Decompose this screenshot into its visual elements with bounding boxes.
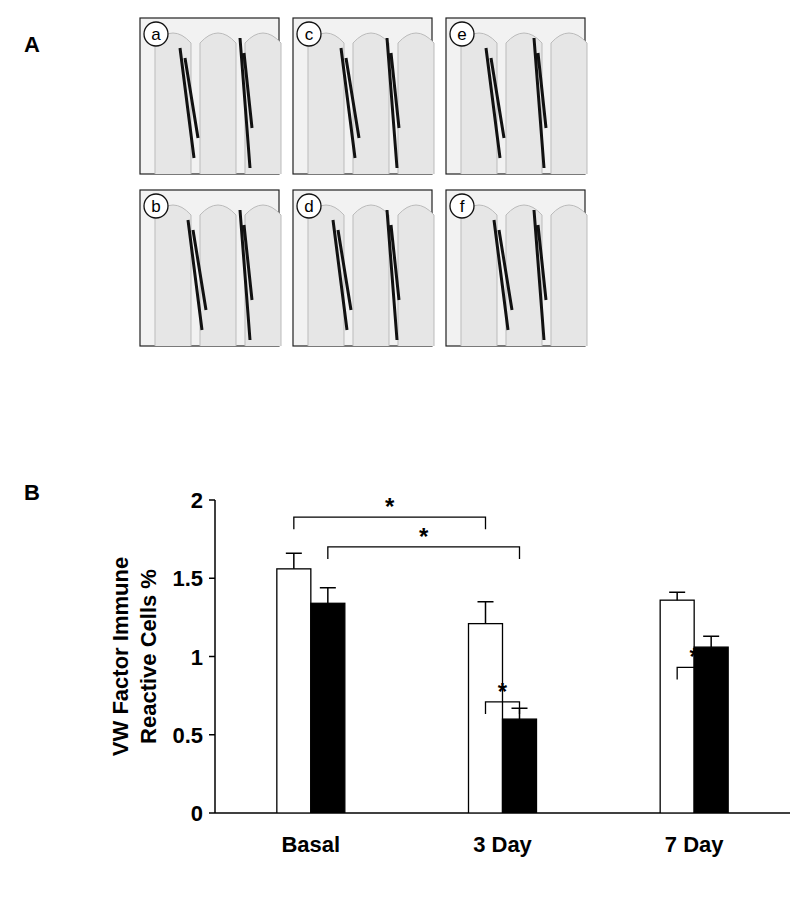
- bar: [660, 600, 694, 813]
- villus: [308, 33, 344, 174]
- stain: [240, 210, 252, 340]
- significance-label: *: [689, 643, 699, 670]
- image-label: a: [151, 25, 161, 44]
- stain: [534, 210, 546, 340]
- y-tick-label: 1: [191, 645, 203, 670]
- stain: [534, 38, 546, 168]
- image-label: b: [151, 197, 160, 216]
- error-bar: [669, 592, 685, 600]
- stain: [188, 220, 206, 330]
- significance-label: *: [385, 493, 395, 520]
- villus: [353, 205, 389, 346]
- y-tick-label: 0.5: [172, 723, 203, 748]
- figure: Aa c e b d f B 0 0.5 1 1.5 2 VW Factor ImmuneReactiv…: [0, 0, 800, 921]
- stain: [240, 38, 252, 168]
- villus: [461, 205, 497, 346]
- stain: [486, 48, 504, 158]
- image-label: e: [457, 25, 466, 44]
- villus: [200, 33, 236, 174]
- y-tick-label: 2: [191, 488, 203, 513]
- bar: [277, 569, 311, 813]
- error-bar: [320, 588, 336, 604]
- micrograph: a: [140, 18, 281, 174]
- image-label-circle: [144, 194, 168, 218]
- panel-label: A: [24, 32, 40, 57]
- error-bar: [286, 553, 302, 569]
- micrograph: b: [140, 190, 281, 346]
- y-tick: [209, 812, 215, 814]
- image-label: c: [305, 25, 314, 44]
- micrograph: f: [446, 190, 587, 346]
- micrographs: a c e b d f: [140, 18, 587, 346]
- image-label-circle: [297, 194, 321, 218]
- villus: [398, 205, 434, 346]
- y-tick-label: 0: [191, 801, 203, 826]
- panel-label: B: [24, 480, 40, 505]
- image-label: f: [460, 197, 465, 216]
- x-tick-label: Basal: [281, 832, 340, 857]
- x-tick-label: 3 Day: [473, 832, 532, 857]
- villus: [551, 205, 587, 346]
- y-tick: [209, 578, 215, 580]
- bar: [311, 603, 345, 813]
- significance-label: *: [498, 678, 508, 705]
- y-tick: [209, 734, 215, 736]
- micrograph: e: [446, 18, 587, 174]
- image-label-circle: [450, 194, 474, 218]
- stain: [333, 220, 351, 330]
- image-label-circle: [297, 22, 321, 46]
- stain: [494, 220, 512, 330]
- stain: [341, 48, 359, 158]
- y-axis-label: VW Factor ImmuneReactive Cells %: [108, 557, 161, 756]
- bars: [277, 553, 728, 813]
- y-tick-label: 1.5: [172, 566, 203, 591]
- image-label-circle: [450, 22, 474, 46]
- y-tick: [209, 499, 215, 501]
- villus: [551, 33, 587, 174]
- y-tick: [209, 656, 215, 658]
- image-label: d: [304, 197, 313, 216]
- stain: [180, 48, 198, 158]
- error-bar: [703, 636, 719, 647]
- micrograph: c: [293, 18, 434, 174]
- stain: [387, 210, 399, 340]
- stain: [387, 38, 399, 168]
- micrograph: d: [293, 190, 434, 346]
- villus: [398, 33, 434, 174]
- x-tick-label: 7 Day: [665, 832, 724, 857]
- villus: [155, 205, 191, 346]
- bar: [503, 719, 537, 813]
- bar: [469, 624, 503, 813]
- image-label-circle: [144, 22, 168, 46]
- villus: [200, 205, 236, 346]
- significance-label: *: [419, 523, 429, 550]
- villus: [353, 33, 389, 174]
- error-bar: [478, 602, 494, 624]
